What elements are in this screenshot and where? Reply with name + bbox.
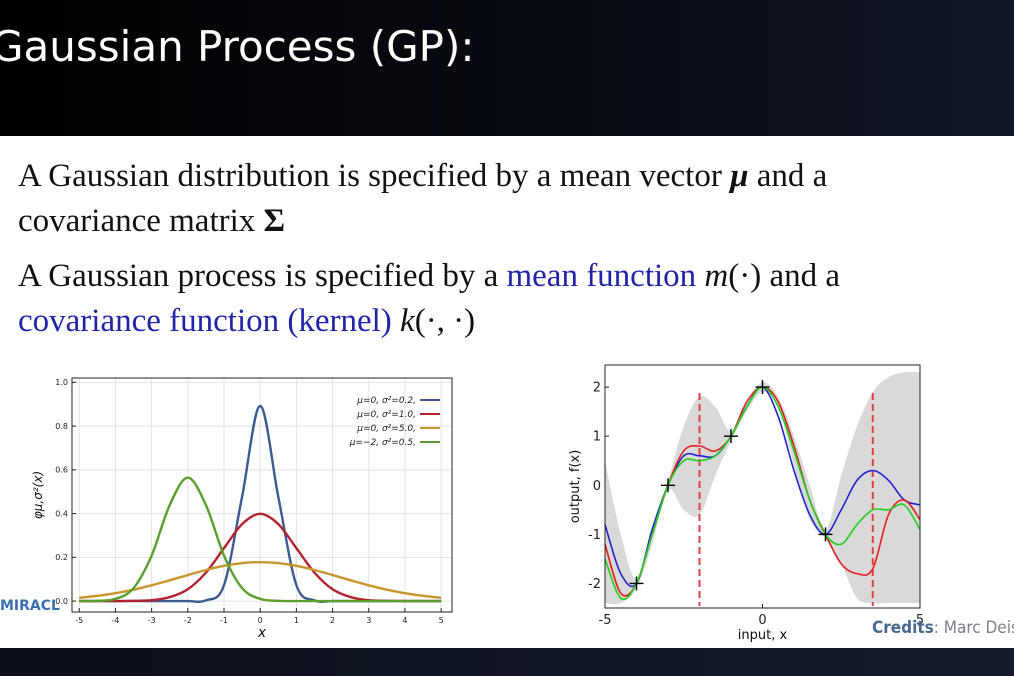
logo: MIRACL xyxy=(0,598,60,614)
observation xyxy=(661,478,675,493)
x-tick-label: 0 xyxy=(258,616,263,625)
legend-label: μ=0, σ²=0.2, xyxy=(356,396,416,406)
x-tick-label: 1 xyxy=(294,616,299,625)
text: A Gaussian process is specified by a xyxy=(18,258,507,294)
y-axis-label: φμ,σ²(x) xyxy=(31,471,45,519)
x-axis-label: x xyxy=(257,625,267,641)
confidence-band xyxy=(605,372,920,605)
x-tick-label: -4 xyxy=(111,616,119,625)
y-tick-label: -1 xyxy=(588,528,601,543)
highlight: mean function xyxy=(506,258,697,294)
legend-label: μ=0, σ²=5.0, xyxy=(356,424,416,434)
symbol: m xyxy=(704,258,729,294)
credits-text: : Marc Deis xyxy=(933,618,1014,638)
y-tick-label: 0.2 xyxy=(55,553,68,562)
observation xyxy=(724,429,738,444)
y-tick-label: 1 xyxy=(593,430,601,445)
legend-label: μ=0, σ²=1.0, xyxy=(356,410,416,420)
plot-area xyxy=(72,378,452,612)
text: A Gaussian distribution is specified by … xyxy=(18,158,731,194)
y-tick-label: 0 xyxy=(593,479,601,494)
footer xyxy=(0,648,1014,676)
x-tick-label: -5 xyxy=(599,613,612,628)
plot-frame xyxy=(71,377,453,613)
header: Gaussian Process (GP): xyxy=(0,0,1014,136)
symbol: μ xyxy=(730,158,749,194)
x-tick-label: 5 xyxy=(439,616,444,625)
series-line xyxy=(79,560,442,599)
y-tick-label: 0.8 xyxy=(55,422,68,431)
charts: -5 -4 -3 -2 -1 0 1 2 3 4 5 0.0 0.2 0.4 0.6 0.8 1.0 μ=0, σ… xyxy=(31,364,924,643)
slide-title: Gaussian Process (GP): xyxy=(0,22,475,71)
x-tick-label: -1 xyxy=(220,616,228,625)
series-line xyxy=(79,476,442,603)
x-tick-label: -2 xyxy=(184,616,192,625)
bullet: A Gaussian process is specified by a mea… xyxy=(18,254,840,344)
symbol: k xyxy=(400,303,415,339)
y-tick-label: -2 xyxy=(588,577,601,592)
observation xyxy=(629,576,644,591)
text: covariance matrix xyxy=(18,203,264,239)
credits-label: Credits xyxy=(872,618,934,638)
x-tick-label: -5 xyxy=(75,616,83,625)
symbol: Σ xyxy=(263,203,286,239)
y-tick-label: 0.4 xyxy=(55,509,68,518)
x-tick-label: 5 xyxy=(916,613,924,628)
y-tick-label: 2 xyxy=(593,381,601,396)
bullet: A Gaussian distribution is specified by … xyxy=(18,154,827,244)
y-tick-label: 0.0 xyxy=(55,597,68,606)
text: and a xyxy=(748,158,828,194)
content: A Gaussian distribution is specified by … xyxy=(0,136,1014,648)
observation xyxy=(755,380,770,395)
text: (·, ·) xyxy=(414,303,476,339)
y-tick-label: 0.6 xyxy=(55,466,68,475)
x-tick-label: -3 xyxy=(148,616,156,625)
y-axis-label: output, f(x) xyxy=(568,450,583,524)
x-tick-label: 3 xyxy=(366,616,371,625)
x-axis-label: input, x xyxy=(738,628,788,643)
x-tick-label: 2 xyxy=(330,616,335,625)
x-tick-label: 4 xyxy=(402,616,407,625)
credits: Credits: Marc Deis xyxy=(872,618,1014,638)
legend-label: μ=−2, σ²=0.5, xyxy=(349,438,416,448)
y-tick-label: 1.0 xyxy=(55,378,68,387)
plot-frame xyxy=(604,364,921,609)
x-tick-label: 0 xyxy=(758,613,766,628)
text: (·) and a xyxy=(728,258,841,294)
highlight: covariance function (kernel) xyxy=(18,303,392,339)
observation xyxy=(818,527,833,542)
